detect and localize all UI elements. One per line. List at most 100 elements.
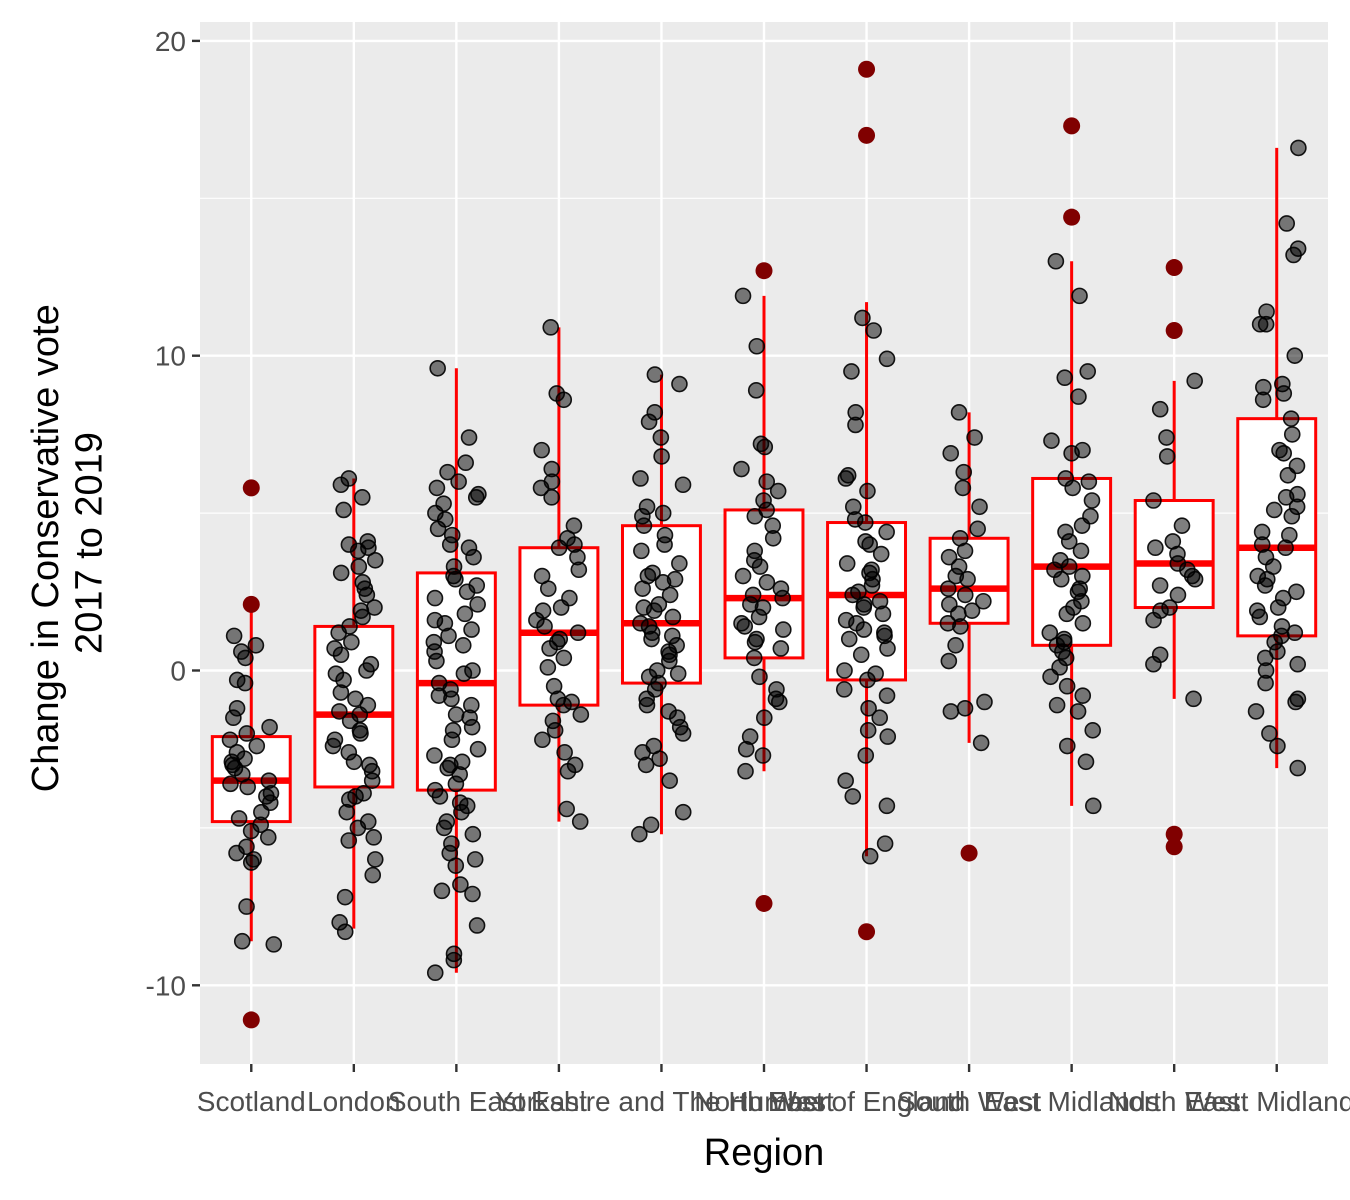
data-point (239, 778, 256, 796)
data-point (1151, 577, 1169, 594)
data-point (469, 740, 487, 758)
y-tick-label: 0 (170, 655, 186, 686)
data-point (258, 788, 275, 805)
data-point (233, 643, 250, 660)
data-point (445, 558, 463, 575)
data-point (952, 618, 969, 635)
outlier-point (755, 262, 773, 280)
data-point (1074, 567, 1091, 585)
data-point (956, 542, 974, 560)
data-point (469, 596, 486, 613)
data-point (1254, 391, 1272, 409)
data-point (261, 718, 278, 736)
data-point (954, 479, 972, 497)
data-point (363, 772, 381, 789)
data-point (233, 932, 251, 950)
data-point (431, 788, 449, 805)
data-point (767, 690, 785, 708)
data-point (364, 866, 382, 884)
data-point (1261, 725, 1278, 742)
data-point (439, 463, 456, 481)
data-point (746, 542, 764, 560)
data-point (843, 363, 860, 380)
data-point (533, 567, 551, 585)
data-point (671, 718, 689, 736)
data-point (1288, 498, 1306, 516)
data-point (733, 460, 750, 478)
data-point (971, 498, 988, 516)
data-point (969, 520, 986, 538)
data-point (566, 536, 583, 553)
y-axis-title: Change in Conservative vote 2017 to 2019 (25, 294, 111, 793)
data-point (640, 618, 658, 635)
data-point (861, 847, 879, 865)
x-tick-label: West Midlands (1185, 1086, 1350, 1117)
data-point (879, 728, 897, 745)
data-point (1065, 599, 1082, 616)
data-point (265, 936, 283, 953)
data-point (837, 772, 854, 789)
data-point (878, 797, 896, 815)
data-point (975, 592, 992, 610)
data-point (1290, 139, 1307, 157)
data-point (563, 693, 580, 711)
data-point (847, 404, 864, 421)
data-point (654, 504, 672, 522)
data-point (1277, 489, 1295, 506)
x-tick-label: Scotland (197, 1086, 306, 1117)
data-point (452, 876, 469, 893)
data-point (460, 429, 478, 446)
data-point (1082, 507, 1099, 525)
data-point (544, 712, 562, 730)
data-point (860, 699, 877, 717)
x-tick-label: East of England (768, 1086, 966, 1117)
data-point (336, 923, 354, 941)
data-point (1042, 668, 1059, 686)
data-point (1084, 722, 1102, 739)
data-point (638, 498, 656, 516)
data-point (1069, 703, 1087, 720)
outlier-point (960, 844, 978, 862)
data-point (1046, 561, 1063, 579)
data-point (361, 756, 378, 774)
data-point (463, 621, 480, 638)
x-tick-label: East (531, 1086, 587, 1117)
data-point (343, 633, 360, 651)
data-point (1287, 693, 1304, 711)
data-point (566, 756, 584, 774)
data-point (632, 470, 649, 487)
data-point (450, 473, 467, 490)
data-point (1145, 611, 1162, 629)
data-point (541, 640, 558, 657)
data-point (1257, 548, 1275, 566)
data-point (737, 762, 754, 780)
data-point (440, 627, 457, 645)
data-point (836, 662, 853, 679)
data-point (466, 851, 484, 868)
data-point (947, 567, 965, 585)
data-point (1064, 479, 1081, 497)
data-point (428, 479, 446, 497)
data-point (671, 375, 688, 393)
data-point (534, 602, 552, 619)
data-point (426, 747, 443, 764)
data-point (1286, 624, 1304, 642)
data-point (1289, 759, 1307, 777)
data-point (1147, 539, 1164, 557)
data-point (664, 608, 682, 626)
data-point (745, 649, 763, 667)
data-point (737, 740, 755, 758)
outlier-point (858, 126, 876, 144)
data-point (230, 810, 248, 827)
outlier-point (242, 1011, 260, 1029)
data-point (642, 816, 660, 834)
data-point (674, 476, 692, 494)
x-tick-label: South West (897, 1086, 1041, 1117)
data-point (653, 448, 670, 465)
data-point (865, 322, 882, 339)
outlier-point (1165, 825, 1183, 843)
data-point (1283, 426, 1301, 443)
data-point (1158, 448, 1176, 465)
data-point (751, 668, 768, 686)
data-point (365, 829, 383, 846)
